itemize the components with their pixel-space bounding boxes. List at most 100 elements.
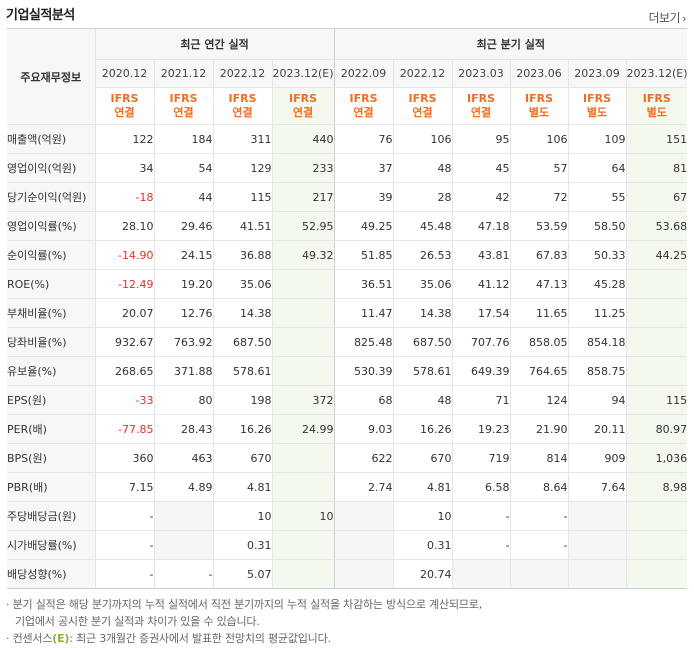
table-cell: 37 bbox=[333, 153, 394, 183]
period-header: 2023.12(E) bbox=[625, 59, 688, 88]
table-cell: 109 bbox=[567, 124, 627, 154]
table-row: PER(배) -77.85 28.43 16.26 24.99 9.03 16.26 19.2… bbox=[7, 414, 688, 444]
table-row: PBR(배) 7.15 4.89 4.81 2.74 4.81 6.58 8.64 7.64 8.… bbox=[7, 472, 688, 502]
table-cell: 463 bbox=[153, 443, 213, 473]
table-cell: 43.81 bbox=[451, 240, 511, 270]
table-cell: 858.05 bbox=[509, 327, 569, 357]
table-cell: 53.68 bbox=[625, 211, 688, 241]
table-cell: 578.61 bbox=[212, 356, 272, 386]
accounting-standard: IFRS 별도 bbox=[509, 87, 569, 125]
table-cell: -12.49 bbox=[94, 269, 154, 299]
table-cell: 909 bbox=[567, 443, 627, 473]
table-cell bbox=[333, 559, 394, 589]
row-label: 시가배당률(%) bbox=[7, 530, 95, 560]
section-title: 기업실적분석 bbox=[6, 8, 75, 23]
table-cell: 71 bbox=[451, 385, 511, 415]
table-cell: 687.50 bbox=[392, 327, 453, 357]
table-cell: 360 bbox=[94, 443, 154, 473]
row-label: 영업이익률(%) bbox=[7, 211, 95, 241]
table-cell: 48 bbox=[392, 385, 453, 415]
row-label: PBR(배) bbox=[7, 472, 95, 502]
table-cell: 0.31 bbox=[212, 530, 272, 560]
table-cell: 719 bbox=[451, 443, 511, 473]
table-row: 부채비율(%) 20.07 12.76 14.38 11.47 14.38 17.54 11.… bbox=[7, 298, 688, 328]
table-cell: 19.20 bbox=[153, 269, 213, 299]
table-cell: 17.54 bbox=[451, 298, 511, 328]
table-cell: 233 bbox=[271, 153, 335, 183]
table-cell: 10 bbox=[212, 501, 272, 531]
table-cell: 67 bbox=[625, 182, 688, 212]
period-header: 2022.12 bbox=[212, 59, 272, 88]
table-cell: 28.10 bbox=[94, 211, 154, 241]
table-cell: 26.53 bbox=[392, 240, 453, 270]
table-cell: - bbox=[509, 501, 569, 531]
table-cell: 51.85 bbox=[333, 240, 394, 270]
table-cell bbox=[567, 501, 627, 531]
table-row: ROE(%) -12.49 19.20 35.06 36.51 35.06 41.12 47.… bbox=[7, 269, 688, 299]
table-cell: 268.65 bbox=[94, 356, 154, 386]
table-cell: 19.23 bbox=[451, 414, 511, 444]
row-label: 순이익률(%) bbox=[7, 240, 95, 270]
more-label[interactable]: 더보기 bbox=[648, 11, 681, 25]
table-cell: 34 bbox=[94, 153, 154, 183]
row-label: BPS(원) bbox=[7, 443, 95, 473]
table-row: 주당배당금(원) -10 10 10- - bbox=[7, 501, 688, 531]
table-row: 영업이익(억원) 34 54 129 233 37 48 45 57 64 81 bbox=[7, 153, 688, 183]
table-cell: 39 bbox=[333, 182, 394, 212]
table-cell: 24.99 bbox=[271, 414, 335, 444]
note-quarterly-cont: 기업에서 공시한 분기 실적과 차이가 있을 수 있습니다. bbox=[15, 615, 260, 628]
table-cell: 45.48 bbox=[392, 211, 453, 241]
table-row: 배당성향(%) - -5.07 20.74 bbox=[7, 559, 688, 589]
table-cell bbox=[271, 356, 335, 386]
accounting-standard: IFRS 연결 bbox=[212, 87, 272, 125]
period-header: 2022.12 bbox=[392, 59, 453, 88]
table-cell: 4.81 bbox=[392, 472, 453, 502]
period-header: 2020.12 bbox=[94, 59, 154, 88]
table-cell: 763.92 bbox=[153, 327, 213, 357]
table-cell: 54 bbox=[153, 153, 213, 183]
table-cell: 52.95 bbox=[271, 211, 335, 241]
table-cell bbox=[625, 559, 688, 589]
period-header: 2023.12(E) bbox=[271, 59, 335, 88]
table-cell: 76 bbox=[333, 124, 394, 154]
table-cell: 129 bbox=[212, 153, 272, 183]
table-cell: 11.25 bbox=[567, 298, 627, 328]
annual-header: 최근 연간 실적 bbox=[94, 28, 335, 60]
table-cell: 1,036 bbox=[625, 443, 688, 473]
table-cell: 4.81 bbox=[212, 472, 272, 502]
table-cell bbox=[271, 443, 335, 473]
table-cell: -77.85 bbox=[94, 414, 154, 444]
table-cell bbox=[153, 501, 213, 531]
table-cell: 122 bbox=[94, 124, 154, 154]
table-cell: 57 bbox=[509, 153, 569, 183]
table-cell: 80 bbox=[153, 385, 213, 415]
table-cell: 10 bbox=[271, 501, 335, 531]
table-cell: 20.74 bbox=[392, 559, 453, 589]
more-link[interactable]: 더보기 › bbox=[648, 9, 686, 26]
table-cell: 14.38 bbox=[392, 298, 453, 328]
table-cell: 16.26 bbox=[212, 414, 272, 444]
table-cell: 41.12 bbox=[451, 269, 511, 299]
table-cell: 11.65 bbox=[509, 298, 569, 328]
table-cell bbox=[271, 269, 335, 299]
accounting-standard: IFRS 연결 bbox=[451, 87, 511, 125]
table-cell: 372 bbox=[271, 385, 335, 415]
table-cell: 858.75 bbox=[567, 356, 627, 386]
table-cell: 28.43 bbox=[153, 414, 213, 444]
table-cell: 6.58 bbox=[451, 472, 511, 502]
table-cell bbox=[567, 559, 627, 589]
table-cell: 854.18 bbox=[567, 327, 627, 357]
table-cell: 530.39 bbox=[333, 356, 394, 386]
table-cell: 5.07 bbox=[212, 559, 272, 589]
table-cell: 814 bbox=[509, 443, 569, 473]
table-cell: 622 bbox=[333, 443, 394, 473]
table-cell: 670 bbox=[212, 443, 272, 473]
table-cell: 124 bbox=[509, 385, 569, 415]
table-cell: 80.97 bbox=[625, 414, 688, 444]
table-cell: 45 bbox=[451, 153, 511, 183]
table-cell bbox=[271, 472, 335, 502]
table-cell bbox=[451, 559, 511, 589]
row-label: PER(배) bbox=[7, 414, 95, 444]
row-label: 주당배당금(원) bbox=[7, 501, 95, 531]
table-cell: 44 bbox=[153, 182, 213, 212]
